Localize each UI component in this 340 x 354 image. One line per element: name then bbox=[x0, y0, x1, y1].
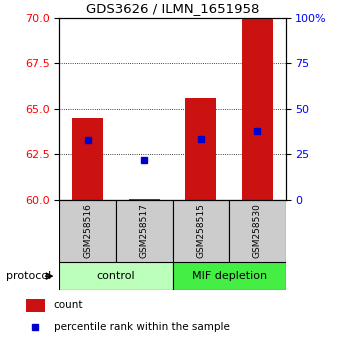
Bar bbox=[173, 262, 286, 290]
Title: GDS3626 / ILMN_1651958: GDS3626 / ILMN_1651958 bbox=[86, 2, 259, 15]
Text: percentile rank within the sample: percentile rank within the sample bbox=[54, 322, 230, 332]
Text: GSM258516: GSM258516 bbox=[83, 204, 92, 258]
Text: MIF depletion: MIF depletion bbox=[191, 271, 267, 281]
Text: GSM258515: GSM258515 bbox=[196, 204, 205, 258]
Bar bbox=[173, 200, 229, 262]
Text: control: control bbox=[97, 271, 135, 281]
Bar bbox=[116, 200, 173, 262]
Bar bbox=[242, 18, 273, 200]
Bar bbox=[185, 98, 216, 200]
Text: protocol: protocol bbox=[6, 271, 51, 281]
Text: GSM258517: GSM258517 bbox=[140, 204, 149, 258]
Bar bbox=[229, 200, 286, 262]
Bar bbox=[72, 118, 103, 200]
Bar bbox=[26, 299, 45, 312]
Text: GSM258530: GSM258530 bbox=[253, 204, 262, 258]
Bar bbox=[59, 262, 173, 290]
Text: count: count bbox=[54, 300, 83, 310]
Bar bbox=[129, 199, 160, 200]
Bar bbox=[59, 200, 116, 262]
